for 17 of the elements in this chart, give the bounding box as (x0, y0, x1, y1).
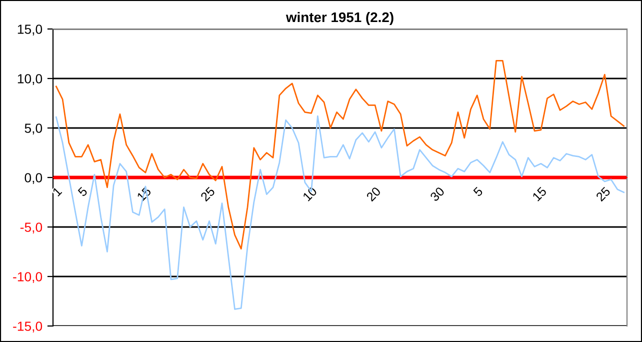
y-tick-label: -10,0 (13, 272, 42, 283)
x-tick-label: 20 (366, 186, 382, 202)
y-tick-label: -15,0 (13, 322, 42, 332)
x-tick-label: 1 (52, 186, 62, 196)
y-tick-label: -5,0 (20, 222, 42, 234)
x-tick-label: 30 (430, 186, 446, 202)
y-tick-label: 0,0 (24, 173, 42, 184)
y-tick-label: 10,0 (18, 74, 42, 85)
y-tick-label: 5,0 (24, 124, 42, 134)
x-tick-label: 25 (200, 186, 216, 202)
chart-title: winter 1951 (2.2) (286, 12, 394, 25)
x-tick-label: 5 (472, 186, 484, 197)
y-tick-label: 15,0 (18, 24, 42, 36)
x-tick-label: 15 (532, 186, 548, 202)
x-tick-label: 5 (77, 186, 88, 197)
x-tick-label: 10 (302, 186, 318, 202)
x-tick-label: 25 (596, 186, 611, 202)
